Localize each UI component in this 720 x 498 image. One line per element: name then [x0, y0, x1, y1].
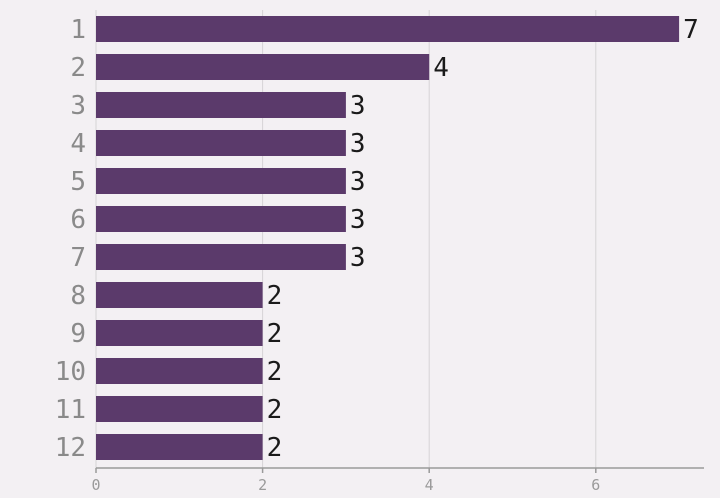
bar-1: [96, 16, 680, 42]
bar-7: [96, 244, 346, 270]
value-label: 3: [350, 243, 366, 273]
label-layer: 1 7 2 4 3 3 4 3 5 3 6 3 7 3 8 2 9 2 10 2 11 2 12 2: [55, 15, 699, 463]
category-label: 9: [70, 319, 86, 349]
category-label: 6: [70, 205, 86, 235]
category-label: 11: [55, 395, 86, 425]
bar-4: [96, 130, 346, 156]
bar-11: [96, 396, 263, 422]
bar-12: [96, 434, 263, 460]
x-tick-label: 4: [425, 476, 434, 494]
bar-5: [96, 168, 346, 194]
value-label: 3: [350, 129, 366, 159]
category-label: 1: [70, 15, 86, 45]
value-label: 2: [267, 433, 283, 463]
bar-9: [96, 320, 263, 346]
value-label: 2: [267, 281, 283, 311]
bar-10: [96, 358, 263, 384]
x-tick-label: 0: [91, 476, 100, 494]
value-label: 2: [267, 395, 283, 425]
bar-layer: [96, 16, 680, 460]
x-axis: 0 2 4 6: [91, 467, 704, 494]
value-label: 7: [683, 15, 699, 45]
value-label: 3: [350, 91, 366, 121]
x-tick-label: 6: [591, 476, 600, 494]
value-label: 3: [350, 167, 366, 197]
value-label: 2: [267, 319, 283, 349]
bar-6: [96, 206, 346, 232]
category-label: 12: [55, 433, 86, 463]
bar-2: [96, 54, 430, 80]
category-label: 10: [55, 357, 86, 387]
category-label: 7: [70, 243, 86, 273]
category-label: 8: [70, 281, 86, 311]
value-label: 3: [350, 205, 366, 235]
value-label: 4: [433, 53, 449, 83]
grid-layer: [95, 10, 597, 468]
category-label: 2: [70, 53, 86, 83]
value-label: 2: [267, 357, 283, 387]
category-label: 4: [70, 129, 86, 159]
x-tick-label: 2: [258, 476, 267, 494]
bar-3: [96, 92, 346, 118]
bar-8: [96, 282, 263, 308]
category-label: 3: [70, 91, 86, 121]
category-label: 5: [70, 167, 86, 197]
